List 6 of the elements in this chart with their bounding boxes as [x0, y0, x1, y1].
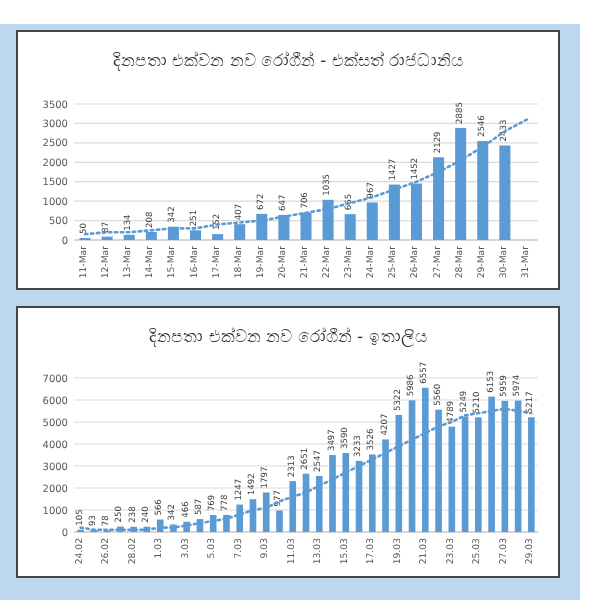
- bar: [276, 510, 283, 532]
- bar: [212, 234, 224, 240]
- chart-title: දිනපතා එක්වන නව රෝගීන් - එක්සත් රාජධානිය: [110, 50, 466, 72]
- bar: [344, 214, 356, 240]
- chart-title: දිනපතා එක්වන නව රෝගීන් - ඉතාලිය: [147, 326, 429, 348]
- bar: [499, 145, 511, 240]
